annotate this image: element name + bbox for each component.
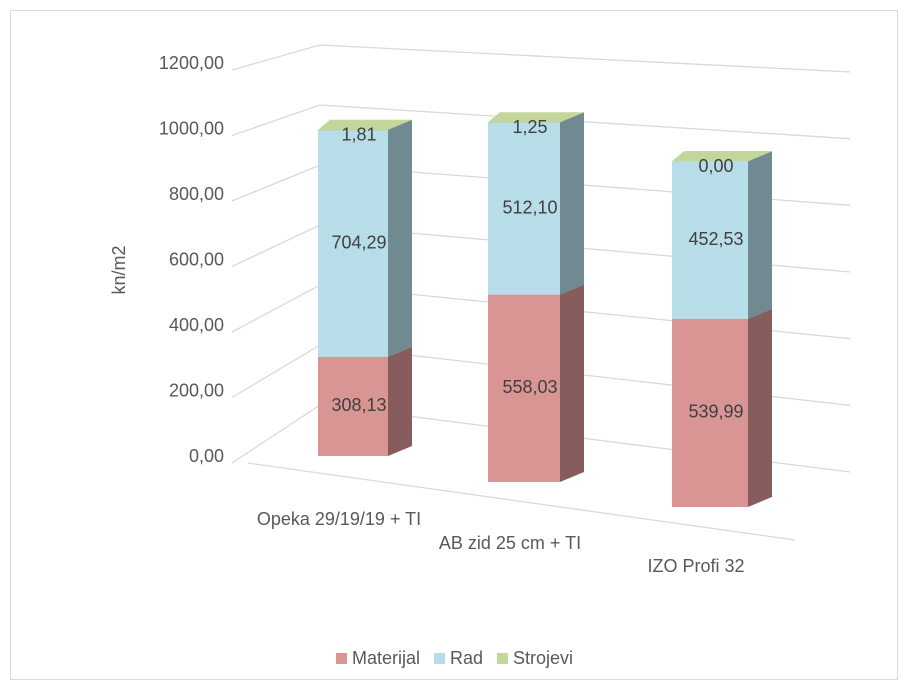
y-tick-label: 200,00 <box>169 380 224 400</box>
bar-segment <box>672 161 748 319</box>
bar-top <box>318 119 412 130</box>
data-label: 704,29 <box>331 232 386 252</box>
y-tick-label: 800,00 <box>169 184 224 204</box>
data-label: 308,13 <box>331 395 386 415</box>
bar-top <box>672 151 772 162</box>
legend-label: Strojevi <box>513 648 574 668</box>
data-label: 1,25 <box>512 117 547 137</box>
data-label: 512,10 <box>502 197 557 217</box>
grid-line <box>231 44 851 73</box>
x-tick-label: Opeka 29/19/19 + TI <box>256 509 422 529</box>
y-tick-label: 1000,00 <box>159 118 224 138</box>
y-tick-label: 0,00 <box>189 446 224 466</box>
bar-side <box>388 120 412 357</box>
y-axis-label: kn/m2 <box>109 245 129 294</box>
bar-side <box>388 119 412 131</box>
bar-side <box>560 112 584 295</box>
bar-segment <box>672 318 748 507</box>
y-tick-label: 400,00 <box>169 315 224 335</box>
y-tick-label: 1200,00 <box>159 53 224 73</box>
legend-label: Rad <box>449 648 484 668</box>
legend-swatch <box>335 653 347 664</box>
data-label: 452,53 <box>688 229 743 249</box>
bar-segment <box>318 356 388 456</box>
legend: Materijal Rad Strojevi <box>0 648 909 669</box>
bar-side <box>388 346 412 456</box>
x-tick-label: IZO Profi 32 <box>647 556 745 576</box>
legend-swatch <box>433 653 445 664</box>
legend-swatch <box>497 653 509 664</box>
grid-line <box>231 104 851 140</box>
bar-segment <box>488 122 560 295</box>
chart-border <box>10 10 898 680</box>
legend-item: Strojevi <box>497 648 573 669</box>
legend-label: Materijal <box>351 648 420 668</box>
data-label: 539,99 <box>688 402 743 422</box>
bar-segment <box>318 130 388 357</box>
data-label: 1,81 <box>341 125 376 145</box>
bar-side <box>748 308 772 507</box>
bar-segment <box>318 129 388 131</box>
bar-top <box>488 112 584 123</box>
data-label: 558,03 <box>502 377 557 397</box>
bar-side <box>560 284 584 482</box>
data-label: 0,00 <box>698 156 733 176</box>
y-tick-label: 600,00 <box>169 249 224 269</box>
legend-item: Rad <box>433 648 484 669</box>
floor-edge <box>247 462 796 541</box>
bar-side <box>748 151 772 319</box>
x-tick-label: AB zid 25 cm + TI <box>438 533 582 553</box>
bar-side <box>560 112 584 123</box>
bar-segment <box>488 294 560 482</box>
legend-item: Materijal <box>335 648 420 669</box>
